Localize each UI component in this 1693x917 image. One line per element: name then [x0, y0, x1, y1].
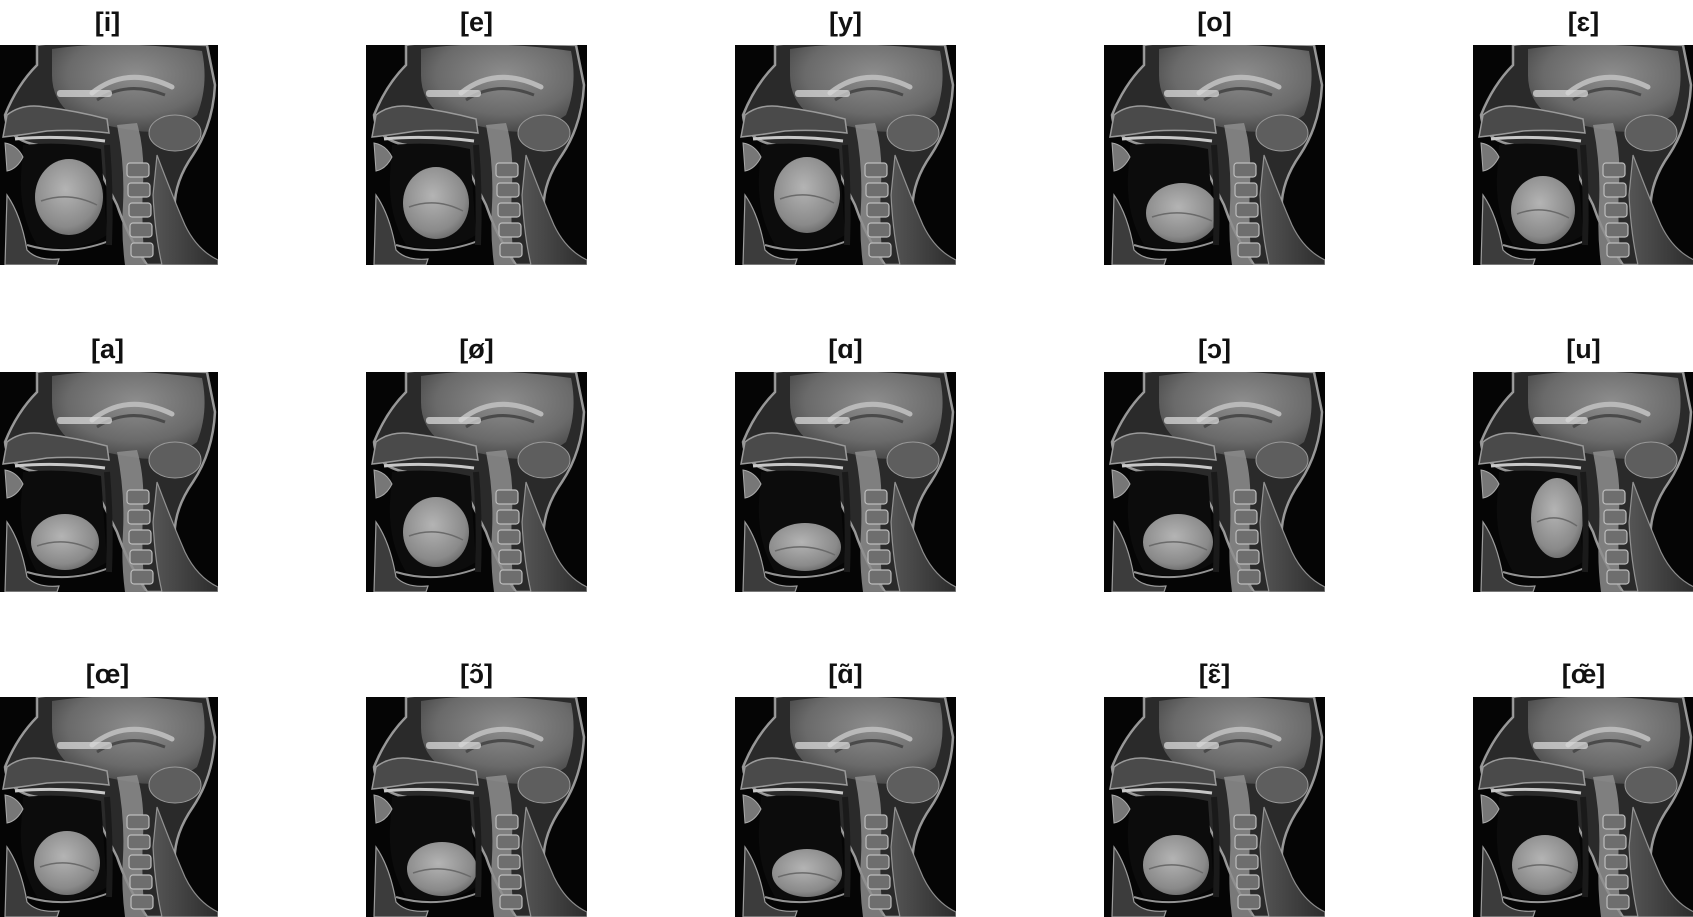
- mri-sagittal-image: [0, 372, 218, 592]
- vowel-label: [i]: [94, 7, 121, 37]
- mri-sagittal-image: [735, 372, 956, 592]
- mri-sagittal-image: [1104, 697, 1325, 917]
- vowel-label: [ɔ]: [1198, 334, 1231, 364]
- mri-sagittal-image: [1104, 372, 1325, 592]
- mri-sagittal-image: [0, 45, 218, 265]
- vowel-label: [o]: [1197, 7, 1232, 37]
- vowel-label: [ɔ̃]: [460, 659, 493, 689]
- mri-sagittal-image: [735, 45, 956, 265]
- vowel-label: [a]: [91, 334, 124, 364]
- vowel-label: [œ̃]: [1561, 659, 1606, 689]
- vowel-label: [ø]: [459, 334, 494, 364]
- vowel-label: [ɑ]: [828, 334, 863, 364]
- mri-sagittal-image: [1473, 45, 1693, 265]
- mri-sagittal-image: [1473, 697, 1693, 917]
- mri-sagittal-image: [366, 697, 587, 917]
- vowel-label: [ɛ]: [1567, 7, 1600, 37]
- mri-sagittal-image: [735, 697, 956, 917]
- vowel-label: [ɑ̃]: [828, 659, 863, 689]
- vowel-label: [e]: [460, 7, 493, 37]
- mri-sagittal-image: [366, 372, 587, 592]
- mri-sagittal-image: [366, 45, 587, 265]
- vowel-label: [u]: [1566, 334, 1601, 364]
- mri-sagittal-image: [1104, 45, 1325, 265]
- mri-sagittal-image: [0, 697, 218, 917]
- mri-sagittal-image: [1473, 372, 1693, 592]
- vowel-label: [y]: [829, 7, 862, 37]
- vowel-label: [œ]: [85, 659, 130, 689]
- vowel-label: [ɛ̃]: [1198, 659, 1231, 689]
